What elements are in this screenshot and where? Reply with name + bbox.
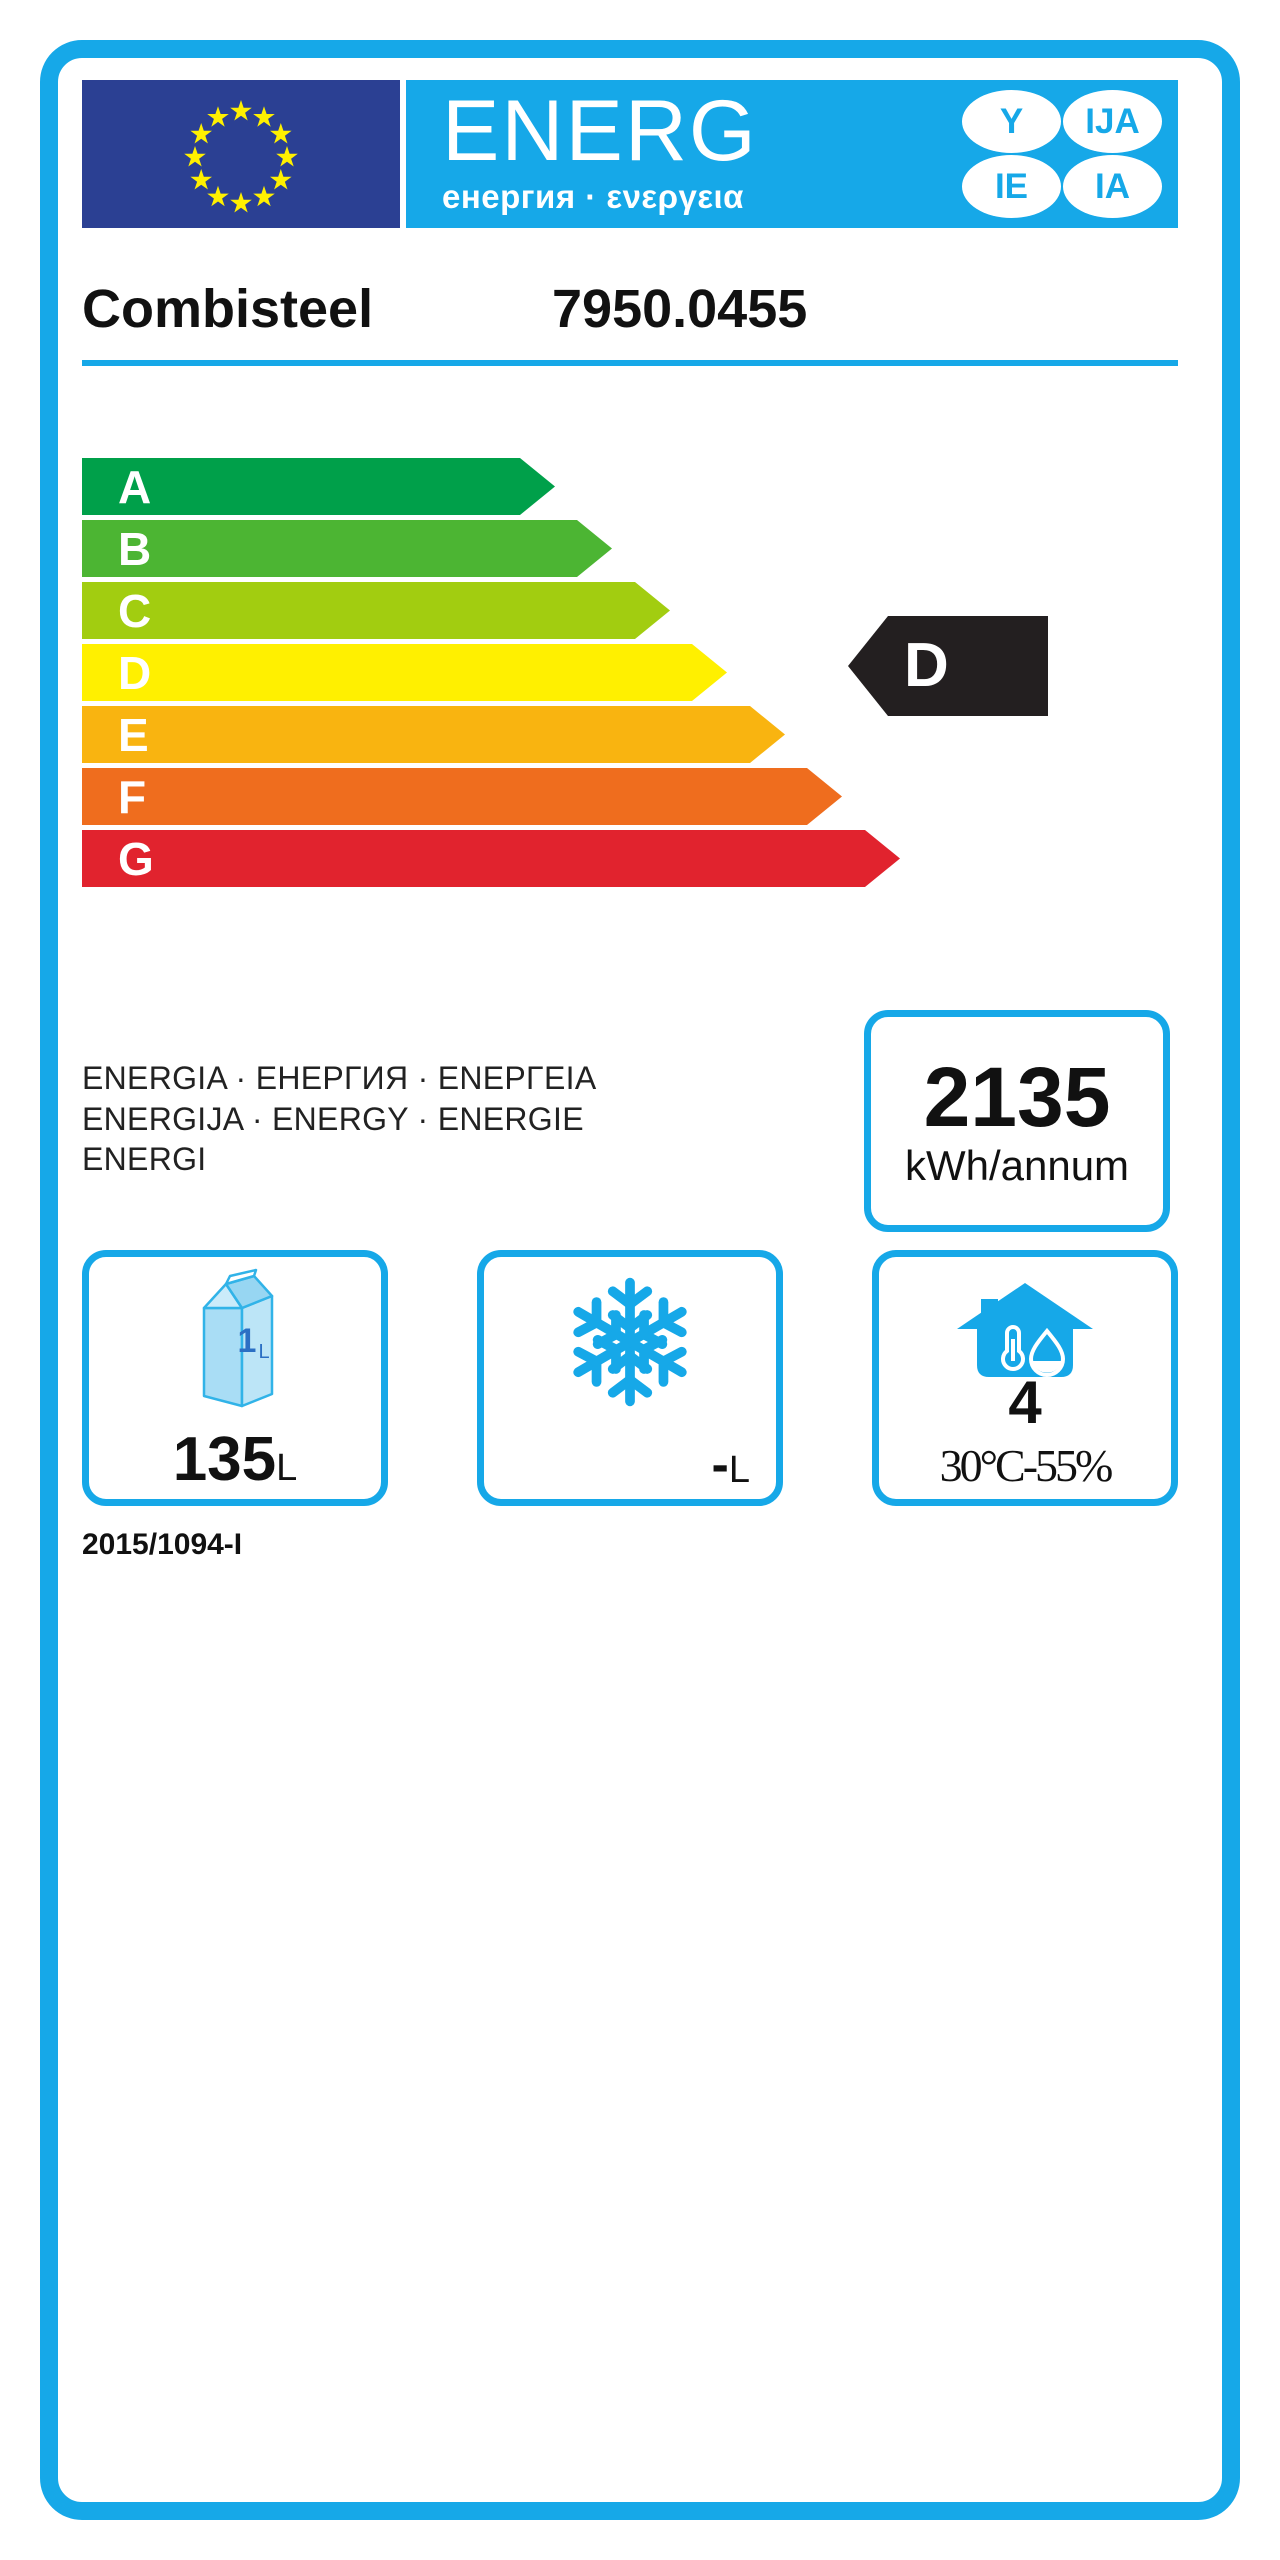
energ-subtitle: енергия · ενεργεια [442, 178, 744, 215]
fridge-volume-value: 135 [172, 1425, 277, 1494]
climate-class-range: 30°C-55% [939, 1440, 1114, 1491]
language-bubble-y: Y [962, 90, 1061, 153]
svg-text:1: 1 [238, 1322, 257, 1360]
climate-class-value: 4 [1008, 1369, 1042, 1436]
freezer-volume-box: -L [477, 1250, 783, 1506]
european-union-flag [82, 80, 400, 228]
class-bar-g-shape [82, 830, 900, 887]
class-bar-row-f: F [82, 768, 1178, 825]
class-bar-row-g: G [82, 830, 1178, 887]
annual-consumption-unit: kWh/annum [904, 1142, 1130, 1189]
snowflake-icon [573, 1277, 687, 1407]
class-bar-d-letter: D [118, 646, 152, 699]
regulation-reference: 2015/1094-I [82, 1528, 243, 1561]
energ-banner: ENERG енергия · ενεργεια Y IJA IE IA [406, 80, 1178, 228]
language-bubble-ia: IA [1063, 155, 1162, 218]
class-bar-c-letter: C [118, 584, 152, 637]
annual-consumption-value: 2135 [923, 1050, 1111, 1144]
energy-class-scale: A B C [82, 458, 1178, 888]
freezer-volume-value-area: -L [484, 1439, 776, 1491]
label-frame: ENERG енергия · ενεργεια Y IJA IE IA Com… [40, 40, 1240, 2520]
class-bar-d-shape [82, 644, 727, 701]
freezer-volume-value: - [711, 1436, 729, 1494]
class-bar-a-shape [82, 458, 555, 515]
class-bar-e-shape [82, 706, 785, 763]
svg-text:L: L [258, 1341, 269, 1363]
rating-arrow-shape [848, 616, 1048, 716]
fridge-volume-box: 1 L 135L [82, 1250, 388, 1506]
class-bar-f-letter: F [118, 770, 147, 823]
energy-words-block: ENERGIA · ЕНЕРГИЯ · ΕΝΕΡΓΕΙΑ ENERGIJA · … [82, 1058, 702, 1180]
bottom-info-boxes: 1 L 135L [82, 1250, 1178, 1506]
class-bar-b-letter: B [118, 522, 152, 575]
snowflake-icon-area [484, 1267, 776, 1417]
energ-wordmark: ENERG [442, 83, 758, 179]
class-bar-e-letter: E [118, 708, 149, 761]
milk-carton-icon: 1 L [202, 1268, 274, 1408]
brand-model-row: Combisteel 7950.0455 [82, 278, 1178, 356]
annual-consumption-box: 2135 kWh/annum [864, 1010, 1170, 1232]
language-bubble-grid: Y IJA IE IA [962, 90, 1162, 218]
energy-words-line-2: ENERGIJA · ENERGY · ENERGIE [82, 1100, 584, 1137]
class-bar-row-a: A [82, 458, 1178, 515]
class-bar-b-shape [82, 520, 612, 577]
fridge-volume-value-area: 135L [89, 1429, 381, 1491]
class-bar-row-e: E [82, 706, 1178, 763]
house-climate-icon [957, 1283, 1093, 1377]
class-bar-row-d: D [82, 644, 1178, 701]
language-bubble-ija: IJA [1063, 90, 1162, 153]
brand-name: Combisteel [82, 279, 374, 339]
class-bar-g-letter: G [118, 832, 154, 885]
fridge-volume-unit: L [276, 1447, 298, 1489]
energy-words-line-1: ENERGIA · ЕНЕРГИЯ · ΕΝΕΡΓΕΙΑ [82, 1060, 597, 1096]
model-number: 7950.0455 [552, 279, 808, 339]
milk-carton-icon-area: 1 L [89, 1267, 381, 1417]
energy-rating-indicator: D [848, 616, 1048, 716]
label-header: ENERG енергия · ενεργεια Y IJA IE IA [82, 80, 1178, 228]
class-bar-a-letter: A [118, 460, 152, 513]
class-bar-row-b: B [82, 520, 1178, 577]
class-bar-c-shape [82, 582, 670, 639]
class-bar-row-c: C [82, 582, 1178, 639]
language-bubble-ie: IE [962, 155, 1061, 218]
brand-underline-divider [82, 360, 1178, 366]
energy-words-line-3: ENERGI [82, 1141, 207, 1178]
house-climate-icon-area [879, 1267, 1171, 1417]
class-bar-f-shape [82, 768, 842, 825]
climate-class-box: 4 30°C-55% [872, 1250, 1178, 1506]
eu-stars-svg [184, 100, 298, 213]
energy-rating-letter: D [904, 631, 949, 700]
freezer-volume-unit: L [728, 1449, 750, 1491]
